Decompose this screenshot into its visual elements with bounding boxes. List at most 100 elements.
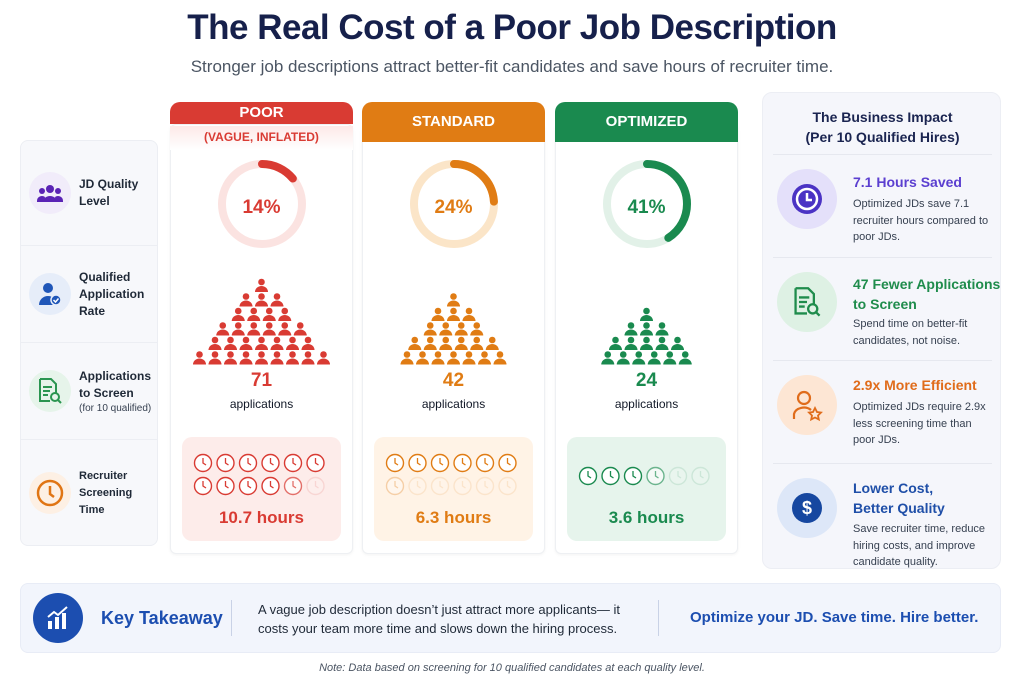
row-label-quality: JD Quality Level: [21, 141, 157, 246]
svg-text:$: $: [802, 498, 812, 518]
person-icon: [255, 278, 268, 292]
person-icon: [663, 351, 677, 365]
person-icon: [624, 336, 638, 350]
person-icon: [647, 351, 661, 365]
person-icon: [431, 307, 445, 321]
impact-item-efficiency: 2.9x More Efficient Optimized JDs requir…: [773, 360, 992, 463]
column-optimized: OPTIMIZED 41% 24 applications 3.6 hours: [555, 102, 738, 554]
person-icon: [640, 336, 653, 350]
document-search-icon: [777, 272, 837, 332]
person-icon: [423, 336, 437, 350]
impact-item-applications: 47 Fewer Applications to Screen Spend ti…: [773, 257, 1000, 360]
donut-fill: [218, 160, 306, 248]
divider: [658, 600, 659, 636]
clock-grid: [385, 453, 517, 496]
people-group-icon: [29, 172, 71, 214]
applications-count: 24: [635, 370, 658, 391]
column-header: OPTIMIZED: [555, 102, 738, 142]
donut-fill: [603, 160, 691, 248]
takeaway-cta: Optimize your JD. Save time. Hire better…: [690, 609, 979, 626]
person-icon: [454, 322, 468, 336]
person-icon: [462, 351, 476, 365]
impact-head: 47 Fewer Applications to Screen: [853, 276, 1001, 312]
clock-icon: [385, 476, 405, 496]
person-icon: [262, 322, 276, 336]
clock-icon: [430, 453, 450, 473]
clock-icon: [261, 453, 280, 473]
row-label-text: Applications to Screen (for 10 qualified): [79, 368, 157, 415]
person-icon: [493, 351, 507, 365]
person-icon: [624, 322, 638, 336]
clock-icon: [216, 476, 235, 496]
person-icon: [400, 351, 414, 365]
person-icon: [270, 351, 284, 365]
person-icon: [239, 336, 253, 350]
applicant-pyramid: [601, 307, 692, 365]
person-icon: [640, 322, 653, 336]
document-search-icon: [29, 370, 71, 412]
person-icon: [423, 322, 437, 336]
rate-value: 14%: [242, 197, 281, 218]
impact-subtitle: (Per 10 Qualified Hires): [805, 129, 960, 145]
takeaway-label: Key Takeaway: [101, 608, 223, 628]
clock-icon: [283, 453, 303, 473]
person-icon: [655, 336, 669, 350]
column-header: STANDARD: [362, 102, 545, 142]
key-takeaway-bar: Key Takeaway A vague job description doe…: [20, 583, 1001, 653]
person-icon: [485, 336, 499, 350]
clock-icon: [238, 453, 258, 473]
person-icon: [439, 322, 453, 336]
clock-icon: [385, 453, 405, 473]
person-icon: [239, 351, 253, 365]
screening-time-box: 6.3 hours: [374, 437, 533, 541]
screening-time-box: 3.6 hours: [567, 437, 726, 541]
impact-head: Lower Cost, Better Quality: [853, 480, 945, 516]
person-icon: [447, 307, 460, 321]
screening-hours: 6.3 hours: [415, 508, 492, 527]
clock-icon: [578, 466, 598, 486]
row-label-time: Recruiter Screening Time: [21, 440, 157, 546]
person-icon: [408, 336, 422, 350]
clock-icon: [453, 476, 472, 496]
impact-item-hours: 7.1 Hours Saved Optimized JDs save 7.1 r…: [773, 154, 992, 257]
impact-body: Save recruiter time, reduce hiring costs…: [853, 523, 986, 568]
impact-item-cost: $ Lower Cost, Better Quality Save recrui…: [773, 463, 992, 569]
clock-icon: [430, 476, 450, 496]
person-icon: [255, 336, 268, 350]
dollar-icon: $: [777, 478, 837, 538]
person-icon: [208, 351, 222, 365]
user-star-icon: [777, 375, 837, 435]
person-icon: [671, 336, 684, 350]
person-icon: [478, 351, 491, 365]
page-subtitle: Stronger job descriptions attract better…: [190, 57, 834, 76]
clock-icon: [408, 476, 427, 496]
applications-count: 71: [250, 370, 273, 391]
clock-icon: [601, 466, 620, 486]
clock-icon: [475, 453, 495, 473]
takeaway-text: A vague job description doesn’t just att…: [258, 602, 621, 636]
person-icon: [255, 351, 268, 365]
divider: [231, 600, 232, 636]
donut-fill: [410, 160, 498, 248]
person-icon: [239, 293, 253, 307]
column-subheader: (VAGUE, INFLATED): [170, 126, 353, 150]
person-icon: [270, 293, 284, 307]
row-label-text: Recruiter Screening Time: [79, 469, 133, 516]
column-header: POOR: [170, 102, 353, 124]
clock-icon: [306, 476, 325, 496]
clock-icon: [498, 476, 517, 496]
rate-donut: [603, 160, 691, 248]
impact-body: Spend time on better-fit candidates, not…: [853, 318, 968, 347]
clock-icon: [691, 466, 710, 486]
impact-head: 7.1 Hours Saved: [853, 174, 962, 190]
row-labels-panel: JD Quality Level Qualified Application R…: [20, 140, 158, 546]
person-icon: [609, 336, 622, 350]
rate-donut: [218, 160, 306, 248]
person-icon: [278, 307, 292, 321]
applicant-pyramid: [193, 278, 330, 365]
clock-icon: [29, 472, 71, 514]
person-icon: [462, 307, 476, 321]
column-standard: STANDARD 24% 42 applications 6.3 hours: [362, 102, 545, 554]
person-icon: [270, 336, 284, 350]
row-label-main: Applications to Screen: [79, 368, 152, 400]
